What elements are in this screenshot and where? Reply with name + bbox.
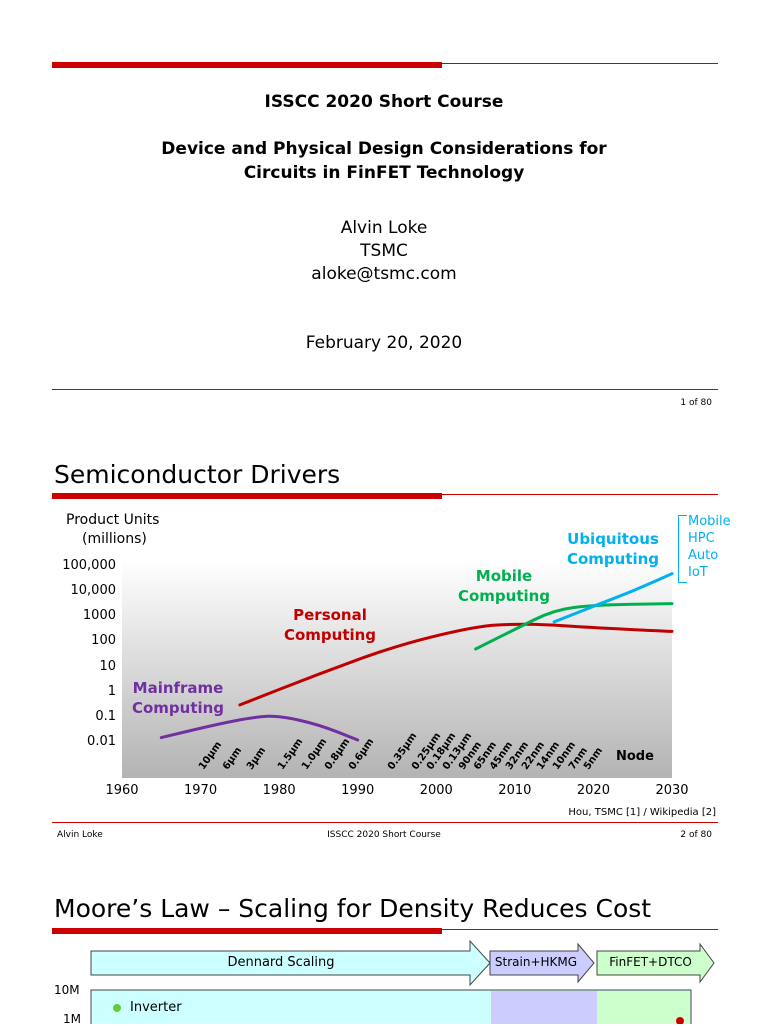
slide1-bottom-rule — [52, 389, 718, 390]
y-tick-label: 0.1 — [95, 708, 116, 724]
slide3-title-rule-thin — [442, 929, 718, 930]
y-tick-label: 10,000 — [70, 583, 117, 599]
author-name: Alvin Loke — [340, 218, 428, 238]
slide2-title-rule-thin — [442, 494, 718, 495]
y-tick-label: 10 — [99, 658, 116, 674]
application-iot: IoT — [688, 565, 708, 580]
slide2-bottom-rule — [52, 822, 718, 823]
x-tick-label: 2020 — [576, 783, 610, 798]
scaling-era-arrows — [90, 939, 715, 1024]
author-org: TSMC — [360, 241, 408, 261]
slide2-footer-course: ISSCC 2020 Short Course — [327, 830, 441, 840]
slide2-title-rule — [52, 493, 442, 499]
x-tick-label: 1980 — [262, 783, 296, 798]
application-auto: Auto — [688, 548, 719, 563]
legend-label-inverter: Inverter — [130, 1000, 182, 1015]
y-axis-label: Product Units (millions) — [66, 511, 159, 549]
series-line-mobile-computing — [474, 602, 674, 651]
y-tick-label: 100,000 — [62, 558, 116, 573]
y-tick-label: 1000 — [82, 608, 116, 624]
slide3-ytick-1m: 1M — [63, 1012, 81, 1026]
arrow-label-strain: Strain+HKMG — [494, 955, 578, 969]
data-point — [676, 1017, 684, 1024]
y-tick-label: 1 — [107, 683, 116, 699]
slide3-ytick-10m: 10M — [54, 983, 80, 997]
y-tick-label: 100 — [91, 633, 116, 649]
finfet-region — [597, 991, 690, 1024]
slide3-title-rule — [52, 928, 442, 934]
arrow-label-finfet: FinFET+DTCO — [609, 955, 692, 969]
x-tick-label: 2000 — [419, 783, 453, 798]
series-line-mainframe-computing — [159, 714, 360, 742]
strain-region — [491, 991, 597, 1024]
source-citation: Hou, TSMC [1] / Wikipedia [2] — [568, 807, 716, 818]
legend-dot — [113, 1004, 121, 1012]
semiconductor-drivers-chart — [122, 560, 674, 778]
dennard-scaling-arrow — [90, 939, 491, 987]
personal-label: Personal Computing — [283, 606, 377, 644]
talk-title-line2: Circuits in FinFET Technology — [243, 163, 525, 183]
mainframe-label: Mainframe Computing — [131, 679, 225, 717]
strain-hkmg-arrow — [489, 942, 595, 984]
x-tick-label: 1960 — [105, 783, 139, 798]
ubiquitous-label: Ubiquitous Computing — [566, 530, 660, 568]
y-tick-label: 0.01 — [87, 734, 116, 749]
arrow-label-dennard: Dennard Scaling — [227, 955, 335, 970]
slide3-title: Moore’s Law – Scaling for Density Reduce… — [54, 894, 652, 923]
talk-title: Device and Physical Design Consideration… — [0, 137, 768, 185]
application-hpc: HPC — [688, 531, 715, 546]
talk-date: February 20, 2020 — [305, 333, 463, 353]
x-tick-label: 1990 — [341, 783, 375, 798]
slide2-page-number: 2 of 80 — [680, 830, 712, 840]
application-mobile: Mobile — [688, 514, 731, 529]
slide1-top-rule — [52, 62, 442, 68]
application-bracket — [678, 515, 687, 583]
plot-background — [122, 560, 672, 778]
x-tick-label: 1970 — [184, 783, 218, 798]
x-tick-label: 2010 — [498, 783, 532, 798]
slide1-top-rule-thin — [442, 63, 718, 64]
course-title: ISSCC 2020 Short Course — [264, 92, 504, 112]
author-block: Alvin Loke TSMC aloke@tsmc.com — [0, 217, 768, 286]
talk-title-line1: Device and Physical Design Consideration… — [161, 139, 607, 159]
mobile-label: Mobile Computing — [457, 567, 551, 605]
application-list: Mobile HPC Auto IoT — [688, 513, 731, 581]
y-axis-label-line1: Product Units — [66, 512, 160, 528]
slide1-page-number: 1 of 80 — [680, 398, 712, 408]
node-axis-label: Node — [616, 749, 654, 764]
slide2-footer-author: Alvin Loke — [57, 830, 103, 840]
y-axis-label-line2: (millions) — [82, 531, 147, 547]
finfet-dtco-arrow — [596, 942, 715, 984]
series-line-personal-computing — [238, 622, 674, 707]
series-line-ubiquitous-computing — [552, 572, 674, 624]
slide2-title: Semiconductor Drivers — [54, 460, 341, 489]
x-tick-label: 2030 — [655, 783, 689, 798]
author-email: aloke@tsmc.com — [311, 264, 457, 284]
